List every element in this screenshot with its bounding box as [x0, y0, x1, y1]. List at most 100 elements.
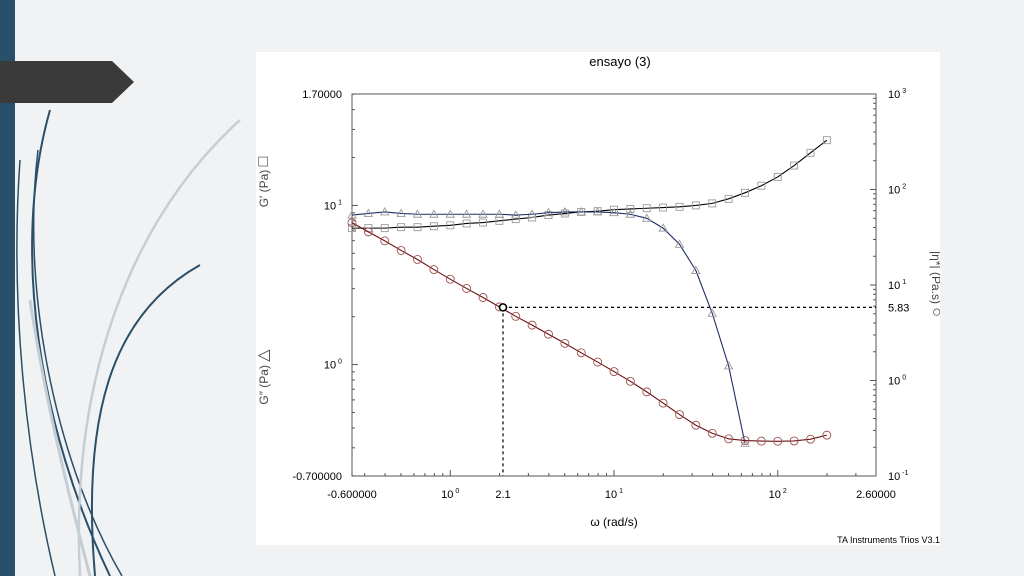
data-point-triangle	[543, 207, 554, 217]
data-point-square	[479, 218, 487, 227]
data-point-triangle	[674, 239, 685, 248]
plot-frame	[351, 93, 877, 477]
data-point-triangle	[510, 210, 521, 219]
data-point-circle	[691, 420, 701, 430]
data-point-circle	[445, 274, 455, 284]
series-line-triangle	[351, 211, 746, 444]
x-tick-label: 10 1	[605, 488, 623, 501]
data-point-square	[757, 181, 766, 190]
footer-credit: TA Instruments Trios V3.1	[837, 535, 940, 545]
data-point-square	[675, 202, 684, 211]
data-point-circle	[347, 218, 357, 228]
y-right-tick-label: 5.83	[888, 302, 909, 314]
data-point-circle	[544, 329, 553, 339]
y-right-tick-label: 10 -1	[888, 470, 909, 483]
data-point-triangle	[363, 208, 374, 217]
sidebar-accent-bar	[0, 0, 15, 576]
data-point-triangle	[461, 209, 472, 218]
data-point-triangle	[641, 213, 652, 222]
data-point-circle	[363, 227, 373, 237]
data-point-triangle	[560, 207, 570, 216]
x-tick-label: 10 0	[441, 488, 459, 501]
y-right-tick-label: 10 1	[888, 279, 906, 292]
data-point-square	[413, 223, 422, 232]
data-point-triangle	[658, 223, 668, 232]
data-point-triangle	[445, 209, 456, 218]
series-line-square	[352, 139, 828, 229]
data-point-square	[626, 205, 635, 213]
x-tick-label: -0.600000	[327, 489, 377, 501]
data-point-square	[822, 136, 831, 145]
data-point-square	[790, 161, 799, 170]
data-point-circle	[822, 430, 832, 440]
data-point-circle	[789, 436, 799, 446]
x-axis-label: ω (rad/s)	[590, 515, 637, 529]
data-point-circle	[380, 236, 390, 246]
data-point-circle	[511, 311, 521, 321]
rheology-chart: ensayo (3) -0.600000 10 0 2.1 10 1 10 2 2.60000 1.…	[256, 54, 940, 529]
data-point-square	[659, 203, 668, 212]
data-point-circle	[429, 265, 439, 275]
data-point-circle	[625, 376, 635, 386]
data-point-triangle	[527, 209, 537, 218]
data-point-square	[708, 199, 717, 208]
data-point-circle	[593, 357, 603, 367]
data-point-square	[741, 188, 749, 197]
y-left-label-upper: G′ (Pa) □	[256, 156, 272, 207]
y-left-tick-label: -0.700000	[292, 471, 342, 483]
y-left-label-lower: G″ (Pa) △	[256, 349, 272, 405]
data-point-triangle	[707, 308, 718, 317]
data-point-square	[642, 204, 651, 213]
data-point-triangle	[609, 207, 619, 217]
data-point-triangle	[429, 209, 439, 218]
data-point-circle	[806, 434, 815, 444]
annotation-point	[498, 303, 508, 312]
data-point-circle	[576, 348, 586, 358]
data-point-circle	[707, 428, 717, 438]
data-point-circle	[773, 436, 783, 446]
data-point-triangle	[740, 438, 750, 447]
data-point-square	[691, 201, 700, 210]
series-line-circle	[351, 222, 827, 442]
data-point-square	[429, 222, 438, 231]
data-point-circle	[527, 320, 537, 330]
data-point-triangle	[576, 207, 587, 216]
y-right-tick-label: 10 0	[888, 375, 906, 388]
data-point-circle	[396, 246, 406, 255]
data-point-square	[446, 221, 455, 230]
data-point-circle	[675, 410, 684, 420]
data-point-circle	[756, 436, 766, 446]
decorative-swooshes	[16, 109, 241, 576]
data-point-circle	[658, 398, 668, 408]
title-arrow-tab	[0, 61, 134, 103]
y-left-tick-label: 10 0	[324, 359, 342, 372]
y-right-tick-label: 10 2	[888, 184, 906, 197]
data-point-circle	[462, 284, 472, 293]
data-point-circle	[724, 434, 734, 444]
data-point-triangle	[396, 208, 406, 217]
data-point-triangle	[412, 209, 423, 218]
data-point-square	[380, 224, 389, 233]
x-tick-label: 2.1	[495, 489, 510, 501]
data-point-triangle	[494, 209, 505, 218]
y-right-tick-label: 10 3	[888, 88, 906, 101]
data-point-square	[724, 194, 733, 203]
data-point-triangle	[625, 209, 636, 218]
y-left-tick-label: 10 1	[324, 199, 342, 212]
data-point-triangle	[723, 361, 734, 370]
data-point-triangle	[592, 207, 603, 216]
data-point-triangle	[691, 265, 701, 274]
data-point-square	[806, 148, 815, 157]
chart-panel	[256, 52, 940, 545]
data-point-triangle	[347, 210, 357, 219]
y-right-label: |η*| (Pa.s) ○	[928, 251, 940, 317]
data-point-circle	[413, 255, 422, 264]
chart-title: ensayo (3)	[589, 54, 650, 69]
data-point-circle	[609, 367, 619, 377]
data-point-triangle	[379, 207, 390, 216]
data-point-circle	[478, 293, 488, 302]
data-point-square	[462, 219, 471, 228]
data-point-triangle	[478, 209, 488, 218]
data-point-square	[348, 224, 356, 233]
x-tick-label: 2.60000	[856, 489, 896, 501]
